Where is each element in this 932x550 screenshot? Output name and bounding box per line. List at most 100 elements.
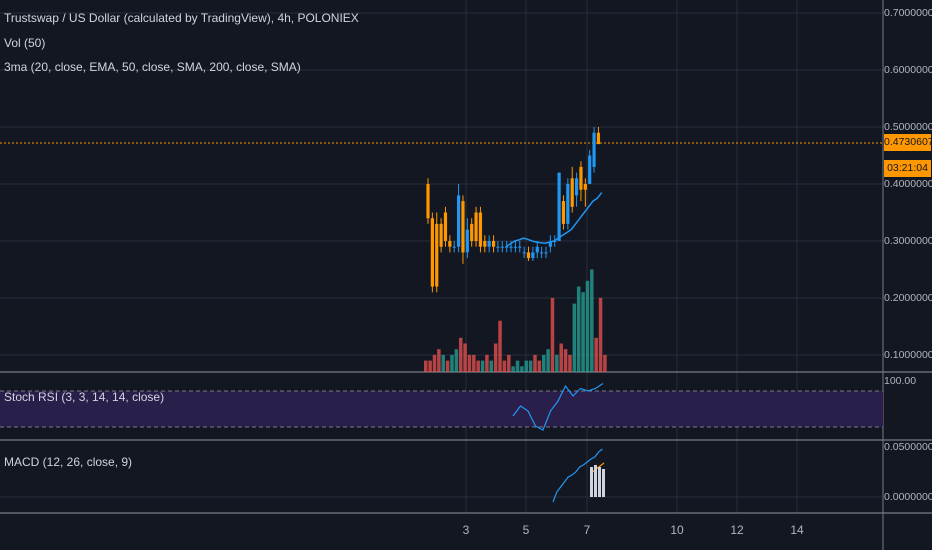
volume-bar bbox=[445, 360, 450, 372]
candle-body bbox=[583, 184, 587, 190]
candle-body bbox=[509, 246, 513, 248]
candles bbox=[426, 127, 601, 293]
candle-body bbox=[522, 252, 526, 254]
volume-bar bbox=[559, 343, 563, 372]
macd-histogram-bar bbox=[590, 467, 593, 497]
volume-bar bbox=[432, 354, 437, 372]
candle-body bbox=[513, 246, 517, 248]
candle-body bbox=[561, 201, 566, 224]
volume-bar bbox=[537, 360, 542, 372]
volume-bar bbox=[489, 360, 494, 372]
volume-bar bbox=[550, 297, 555, 372]
time-tick: 3 bbox=[462, 523, 470, 537]
grid bbox=[0, 0, 884, 513]
macd-histogram-bar bbox=[598, 467, 601, 497]
candle-body bbox=[544, 252, 548, 254]
volume-bar bbox=[520, 366, 524, 372]
volume-bar bbox=[454, 349, 459, 372]
volume-bars bbox=[424, 269, 607, 372]
candle-body bbox=[435, 223, 439, 287]
volume-bar bbox=[581, 292, 585, 372]
volume-bar bbox=[463, 343, 467, 372]
macd-line bbox=[552, 448, 603, 503]
candle-body bbox=[426, 184, 430, 219]
candle-body bbox=[452, 246, 456, 248]
candle-body bbox=[526, 252, 531, 259]
candle-body bbox=[496, 246, 500, 248]
candle-body bbox=[596, 132, 601, 145]
chart-title[interactable]: Trustswap / US Dollar (calculated by Tra… bbox=[4, 11, 359, 25]
volume-bar bbox=[476, 360, 480, 372]
volume-bar bbox=[441, 354, 445, 372]
volume-bar bbox=[450, 354, 454, 372]
volume-bar bbox=[528, 360, 533, 372]
ma-legend[interactable]: 3ma (20, close, EMA, 50, close, SMA, 200… bbox=[4, 60, 301, 74]
volume-bar bbox=[502, 360, 507, 372]
macd-axis-tick: 0.00000000 bbox=[884, 491, 932, 503]
macd-histogram bbox=[590, 465, 605, 497]
candle-body bbox=[553, 241, 557, 242]
volume-bar bbox=[555, 354, 559, 372]
countdown-badge: 03:21:04 bbox=[884, 160, 931, 177]
candle-body bbox=[456, 195, 461, 247]
candle-body bbox=[487, 241, 491, 247]
volume-bar bbox=[507, 354, 511, 372]
candle-body bbox=[443, 212, 448, 241]
candle-body bbox=[505, 246, 509, 248]
candle-body bbox=[535, 246, 539, 253]
volume-bar bbox=[568, 354, 572, 372]
volume-bar bbox=[493, 343, 498, 372]
volume-bar bbox=[533, 354, 537, 372]
candle-body bbox=[592, 132, 596, 167]
volume-bar bbox=[576, 286, 581, 372]
macd-legend[interactable]: MACD (12, 26, close, 9) bbox=[4, 455, 133, 469]
macd-signal-line bbox=[590, 462, 605, 474]
volume-bar bbox=[498, 320, 502, 372]
candle-body bbox=[483, 241, 487, 247]
volume-bar bbox=[590, 269, 594, 372]
macd-histogram-bar bbox=[602, 469, 605, 497]
volume-bar bbox=[437, 349, 441, 372]
macd-histogram-bar bbox=[594, 465, 597, 497]
volume-bar bbox=[485, 354, 489, 372]
moving-average-line bbox=[505, 192, 603, 248]
candle-body bbox=[566, 184, 570, 224]
volume-bar bbox=[524, 360, 529, 372]
volume-bar bbox=[572, 303, 577, 372]
candle-body bbox=[540, 252, 544, 254]
candle-body bbox=[548, 241, 552, 247]
candle-body bbox=[448, 241, 452, 247]
candle-body bbox=[557, 172, 561, 241]
candle-body bbox=[579, 166, 583, 190]
time-tick: 5 bbox=[522, 523, 530, 537]
volume-bar bbox=[472, 354, 476, 372]
candle-body bbox=[474, 212, 478, 241]
candle-body bbox=[500, 246, 504, 248]
volume-bar bbox=[563, 349, 568, 372]
candle-body bbox=[531, 252, 535, 259]
volume-bar bbox=[515, 360, 520, 372]
candle-body bbox=[574, 178, 579, 196]
time-tick: 14 bbox=[790, 523, 804, 537]
stoch-axis-tick: 100.00 bbox=[884, 375, 917, 387]
volume-bar bbox=[467, 354, 472, 372]
volume-bar bbox=[424, 360, 428, 372]
volume-bar bbox=[458, 337, 463, 372]
candle-body bbox=[461, 201, 465, 253]
volume-legend[interactable]: Vol (50) bbox=[4, 36, 46, 50]
stoch-rsi-legend[interactable]: Stoch RSI (3, 3, 14, 14, close) bbox=[4, 390, 165, 404]
time-tick: 10 bbox=[670, 523, 684, 537]
candle-body bbox=[465, 229, 469, 253]
volume-bar bbox=[585, 280, 590, 372]
candle-body bbox=[518, 246, 522, 248]
candle-body bbox=[439, 223, 443, 247]
